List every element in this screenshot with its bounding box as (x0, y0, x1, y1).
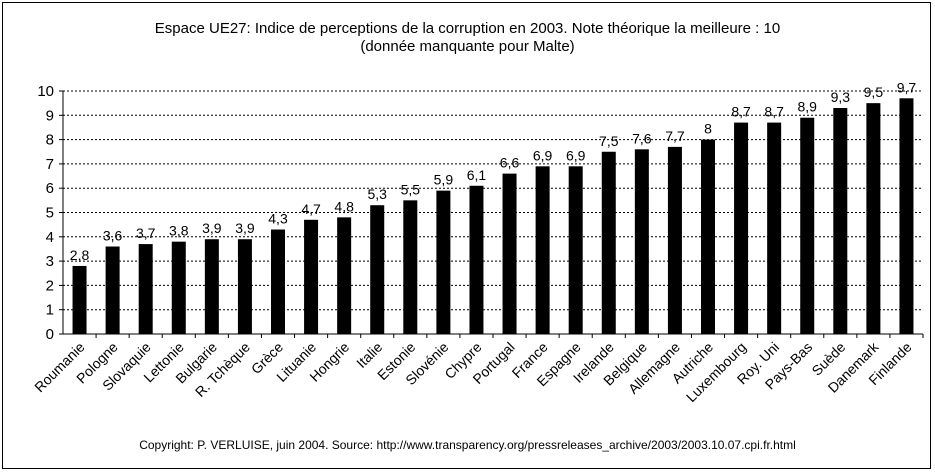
bar (535, 166, 550, 334)
data-label: 3,7 (136, 225, 156, 241)
y-tick-label: 10 (37, 83, 54, 100)
data-label: 7,7 (665, 128, 685, 144)
data-label: 3,6 (103, 228, 123, 244)
bar (370, 205, 385, 334)
bar (271, 229, 285, 334)
bar (469, 185, 484, 334)
bar (767, 122, 782, 334)
data-label: 8,7 (731, 104, 751, 120)
bar (138, 244, 153, 334)
data-label: 5,9 (434, 172, 454, 188)
y-tick-label: 1 (46, 302, 54, 319)
data-label: 8 (704, 121, 712, 137)
y-tick-label: 2 (46, 277, 54, 294)
bar (304, 219, 319, 334)
y-tick-label: 3 (46, 253, 54, 270)
data-label: 8,7 (764, 104, 784, 120)
data-label: 6,9 (566, 147, 586, 163)
data-label: 9,7 (897, 79, 917, 95)
data-label: 6,6 (500, 155, 520, 171)
y-tick-label: 8 (46, 132, 54, 149)
data-label: 8,9 (797, 99, 817, 115)
chart-title: Espace UE27: Indice de perceptions de la… (154, 20, 781, 37)
bar (734, 122, 749, 334)
data-label: 4,8 (334, 198, 354, 214)
bar (568, 166, 583, 334)
bar (171, 241, 186, 334)
bar (502, 173, 517, 334)
data-label: 3,9 (202, 220, 222, 236)
copyright-footer: Copyright: P. VERLUISE, juin 2004. Sourc… (139, 438, 796, 452)
data-label: 5,3 (367, 186, 387, 202)
x-tick-label: Roumanie (31, 339, 88, 396)
y-tick-label: 6 (46, 180, 54, 197)
data-label: 7,6 (632, 130, 652, 146)
bar (634, 149, 649, 334)
data-label: 3,8 (169, 223, 189, 239)
bar (436, 190, 451, 334)
bar (105, 246, 120, 334)
bar (701, 139, 715, 334)
bar (899, 98, 914, 334)
bar (237, 239, 252, 334)
chart-subtitle: (donnée manquante pour Malte) (360, 38, 575, 55)
data-label: 6,9 (533, 147, 553, 163)
data-label: 9,5 (864, 84, 884, 100)
bar (866, 103, 881, 335)
data-label: 4,7 (301, 201, 321, 217)
bar (833, 108, 848, 334)
bar (72, 265, 87, 334)
bar (601, 151, 616, 334)
bar (800, 117, 815, 334)
bar (403, 200, 418, 334)
y-tick-label: 0 (46, 326, 54, 343)
data-label: 9,3 (831, 89, 851, 105)
y-tick-label: 9 (46, 107, 54, 124)
data-label: 3,9 (235, 220, 255, 236)
y-tick-label: 7 (46, 156, 54, 173)
data-label: 6,1 (467, 167, 487, 183)
y-tick-label: 5 (46, 205, 54, 222)
bar (337, 217, 352, 334)
y-tick-label: 4 (46, 229, 54, 246)
bar (204, 239, 219, 334)
data-label: 2,8 (70, 247, 90, 263)
bar (667, 146, 682, 334)
data-label: 7,5 (599, 133, 619, 149)
data-label: 4,3 (268, 211, 288, 227)
data-label: 5,5 (401, 181, 421, 197)
